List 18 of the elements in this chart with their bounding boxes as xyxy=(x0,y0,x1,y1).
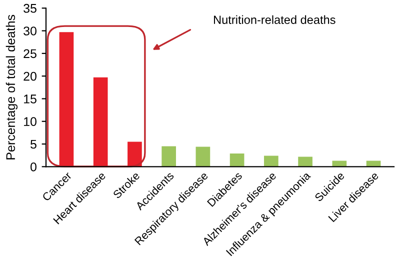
bar xyxy=(230,154,244,167)
y-tick-label: 30 xyxy=(24,26,36,36)
y-axis-title: Percentage of total deaths xyxy=(6,14,18,160)
y-tick-label: 20 xyxy=(24,72,36,81)
bar xyxy=(298,156,312,167)
bar xyxy=(264,156,278,167)
y-tick-label: 0 xyxy=(30,162,36,172)
bar xyxy=(196,146,210,167)
y-tick-label: 35 xyxy=(24,4,36,13)
bar xyxy=(128,142,142,167)
y-tick-label: 25 xyxy=(24,49,36,58)
y-tick-label: 5 xyxy=(30,140,36,149)
annotation: Nutrition-related deaths xyxy=(214,15,336,24)
y-tick-label: 10 xyxy=(24,117,36,126)
bar xyxy=(162,146,176,167)
y-tick-label: 15 xyxy=(24,94,36,104)
bar xyxy=(93,77,108,167)
bar xyxy=(59,32,74,167)
